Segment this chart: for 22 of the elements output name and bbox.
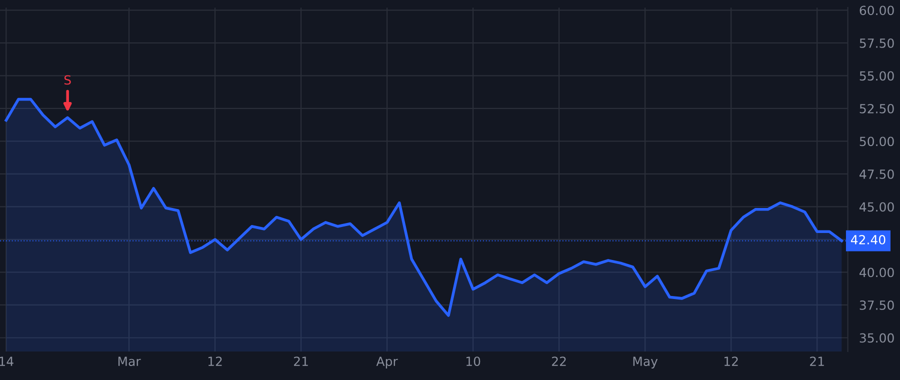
y-tick-label: 55.00 (860, 71, 894, 81)
y-tick-label: 45.00 (860, 202, 894, 212)
y-tick-label: 60.00 (860, 6, 894, 16)
x-tick-label: 12 (208, 356, 222, 366)
y-tick-label: 37.50 (860, 300, 894, 310)
x-tick-label: Mar (118, 356, 141, 366)
ref-line-label: 42.40 (850, 234, 886, 244)
y-tick-label: 40.00 (860, 268, 894, 278)
x-tick-label: Apr (376, 356, 398, 368)
x-tick-label: May (633, 356, 658, 368)
y-tick-label: 35.00 (860, 333, 894, 343)
y-tick-label: 52.50 (860, 104, 894, 114)
y-tick-label: 47.50 (860, 169, 894, 179)
x-tick-label: 21 (294, 356, 308, 366)
x-tick-label: 10 (466, 356, 480, 366)
y-tick-label: 57.50 (860, 38, 894, 48)
x-tick-label: 14 (0, 356, 14, 366)
x-tick-label: 21 (810, 356, 824, 366)
annotation: S (64, 75, 71, 85)
x-tick-label: 12 (724, 356, 738, 366)
y-tick-label: 50.00 (860, 136, 894, 146)
x-tick-label: 22 (552, 356, 566, 366)
